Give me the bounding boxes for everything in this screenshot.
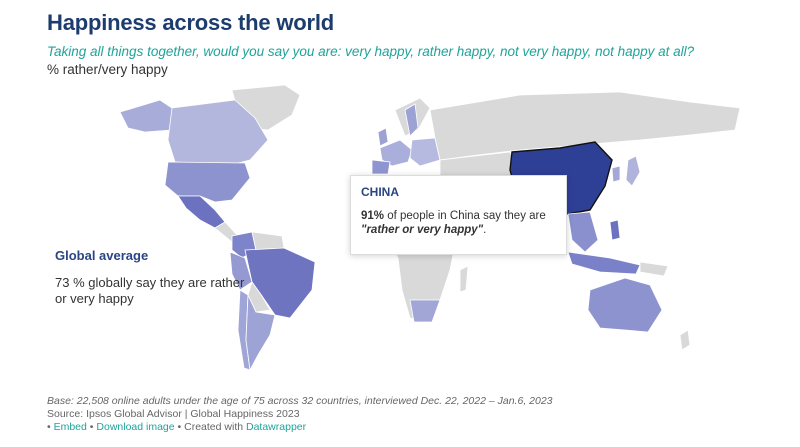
japan — [625, 155, 641, 187]
southeast-asia — [567, 211, 599, 253]
indonesia — [567, 251, 641, 275]
bullet-3: • — [177, 421, 185, 433]
embed-link[interactable]: Embed — [53, 421, 87, 433]
global-average-annotation: Global average 73 % globally say they ar… — [55, 248, 245, 307]
alaska — [119, 99, 176, 133]
china-tooltip: CHINA 91% of people in China say they ar… — [350, 175, 567, 255]
global-average-title: Global average — [55, 248, 149, 263]
australia — [587, 277, 663, 333]
sweden — [404, 103, 419, 137]
chart-unit-label: % rather/very happy — [47, 62, 168, 77]
tooltip-value: 91% — [361, 210, 385, 222]
download-image-link[interactable]: Download image — [96, 421, 175, 433]
venezuela — [251, 231, 285, 251]
spain — [371, 159, 391, 175]
bolivia — [247, 281, 271, 313]
usa — [164, 161, 251, 203]
footer-source: Source: Ipsos Global Advisor | Global Ha… — [47, 408, 300, 420]
bullet-2: • — [89, 421, 97, 433]
western-europe — [379, 139, 413, 167]
footer-base: Base: 22,508 online adults under the age… — [47, 395, 553, 407]
tooltip-text-mid: of people in China say they are — [384, 210, 546, 222]
tooltip-title: CHINA — [361, 185, 399, 199]
papua — [639, 261, 669, 277]
bullet-1: • — [47, 421, 54, 433]
footer: Base: 22,508 online adults under the age… — [47, 395, 553, 434]
madagascar — [459, 265, 469, 293]
footer-links: • Embed • Download image • Created with … — [47, 421, 553, 434]
chart-question: Taking all things together, would you sa… — [47, 44, 695, 59]
datawrapper-link[interactable]: Datawrapper — [246, 421, 307, 433]
chart-title: Happiness across the world — [47, 10, 334, 35]
tooltip-end: . — [483, 224, 487, 236]
argentina — [245, 294, 276, 372]
uk — [377, 127, 389, 147]
global-average-text: 73 % globally say they are rather or ver… — [55, 275, 245, 306]
south-africa — [409, 299, 441, 323]
korea — [611, 165, 621, 183]
peru — [229, 251, 253, 291]
created-with-text: Created with — [184, 421, 244, 433]
tooltip-text: 91% of people in China say they are "rat… — [361, 209, 556, 237]
canada — [167, 99, 269, 166]
tooltip-quote: "rather or very happy" — [361, 224, 484, 236]
eastern-europe — [409, 137, 441, 167]
philippines — [609, 219, 621, 241]
new-zealand — [679, 329, 691, 351]
